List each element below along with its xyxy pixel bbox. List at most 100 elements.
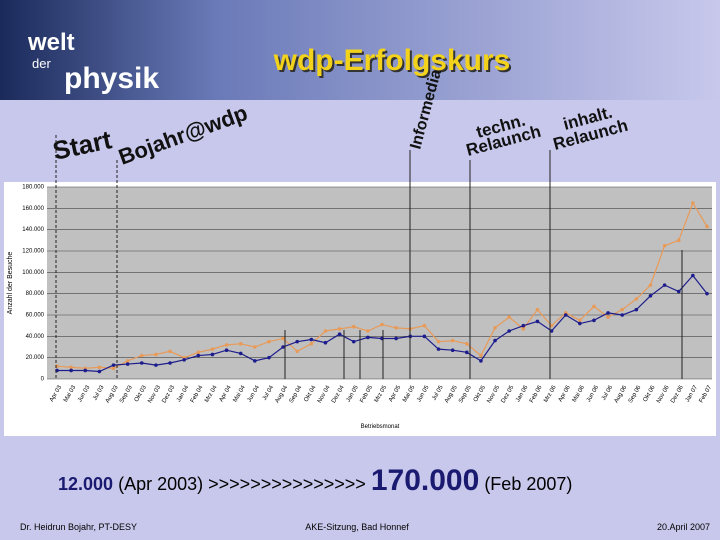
data-point [634, 307, 639, 312]
y-tick-label: 180.000 [22, 185, 44, 191]
plot-area [47, 187, 712, 379]
data-point [493, 338, 497, 343]
data-point [238, 351, 243, 356]
data-point [224, 348, 229, 353]
data-point [450, 348, 455, 353]
summary-end: 170.000 [371, 464, 479, 497]
header-band [0, 0, 720, 100]
data-point [549, 323, 554, 328]
data-point [139, 353, 144, 358]
data-point [563, 313, 568, 317]
data-point [337, 332, 342, 337]
y-tick-label: 100.000 [22, 270, 44, 276]
data-point [394, 336, 398, 341]
data-point [139, 361, 144, 365]
data-point [592, 304, 596, 309]
data-point [620, 313, 625, 317]
data-point [351, 339, 356, 344]
data-point [238, 342, 243, 346]
event-lines [55, 135, 683, 379]
footer-right: 20.April 2007 [657, 522, 710, 532]
summary-arrows: >>>>>>>>>>>>>>> [208, 474, 366, 494]
data-point [323, 329, 328, 333]
data-point [125, 359, 130, 363]
data-point [521, 327, 526, 331]
data-point [366, 329, 370, 333]
data-point [366, 335, 370, 340]
data-point [380, 322, 384, 327]
data-point [154, 363, 158, 367]
data-point [323, 340, 328, 345]
title: wdp-Erfolgskurs [273, 44, 511, 77]
data-point [281, 336, 285, 341]
data-point [592, 318, 596, 323]
logo: der [32, 56, 51, 71]
data-point [535, 319, 540, 324]
data-point [295, 339, 300, 344]
data-point [309, 342, 314, 346]
logo: physik [64, 62, 159, 95]
data-point [436, 339, 441, 344]
data-point [606, 311, 610, 315]
data-point [676, 289, 681, 294]
summary-end-date: (Feb 2007) [484, 474, 572, 494]
data-point [436, 347, 441, 351]
y-tick-label: 20.000 [26, 355, 45, 361]
data-point [196, 350, 201, 355]
data-point [705, 291, 709, 296]
y-tick-label: 120.000 [22, 249, 44, 255]
data-point [69, 368, 73, 373]
data-point [154, 352, 158, 357]
data-point [507, 315, 511, 319]
data-point [168, 349, 172, 354]
data-point [705, 224, 709, 229]
data-point [464, 350, 469, 355]
data-point [182, 358, 186, 362]
data-point [450, 338, 455, 343]
data-point [422, 323, 427, 328]
data-point [662, 243, 667, 248]
summary: 12.000 (Apr 2003) >>>>>>>>>>>>>>> 170.00… [58, 464, 572, 497]
data-point [111, 363, 116, 367]
data-point [210, 352, 215, 357]
data-point [634, 297, 639, 301]
data-point [521, 323, 526, 328]
data-point [69, 365, 73, 370]
data-point [479, 353, 483, 358]
data-point [578, 321, 582, 326]
title-shadow: wdp-Erfolgskurs [275, 46, 513, 79]
data-point [691, 201, 695, 205]
data-point [168, 361, 172, 365]
data-point [281, 345, 285, 349]
data-point [253, 345, 257, 349]
data-point [196, 353, 201, 358]
data-point [507, 329, 511, 333]
data-point [83, 368, 88, 373]
data-point [464, 342, 469, 346]
data-point [422, 334, 427, 339]
data-point [295, 349, 300, 354]
footer-center: AKE-Sitzung, Bad Honnef [305, 522, 409, 532]
data-point [578, 318, 582, 323]
data-point [691, 273, 695, 278]
data-point [125, 362, 130, 366]
y-tick-label: 160.000 [22, 206, 44, 212]
data-point [606, 315, 610, 319]
y-tick-label: 140.000 [22, 227, 44, 233]
data-point [267, 355, 271, 360]
y-tick-label: 0 [41, 377, 45, 383]
data-point [620, 307, 625, 312]
data-point [648, 294, 653, 298]
data-point [97, 369, 102, 374]
data-point [267, 339, 271, 344]
data-point [351, 324, 356, 329]
data-point [337, 327, 342, 331]
y-tick-label: 80.000 [26, 291, 45, 297]
summary-start: 12.000 [58, 474, 113, 494]
data-point [535, 307, 540, 312]
x-axis-label: Betriebsmonat [361, 424, 400, 430]
data-point [676, 238, 681, 243]
data-point [549, 329, 554, 333]
data-point [394, 326, 398, 330]
